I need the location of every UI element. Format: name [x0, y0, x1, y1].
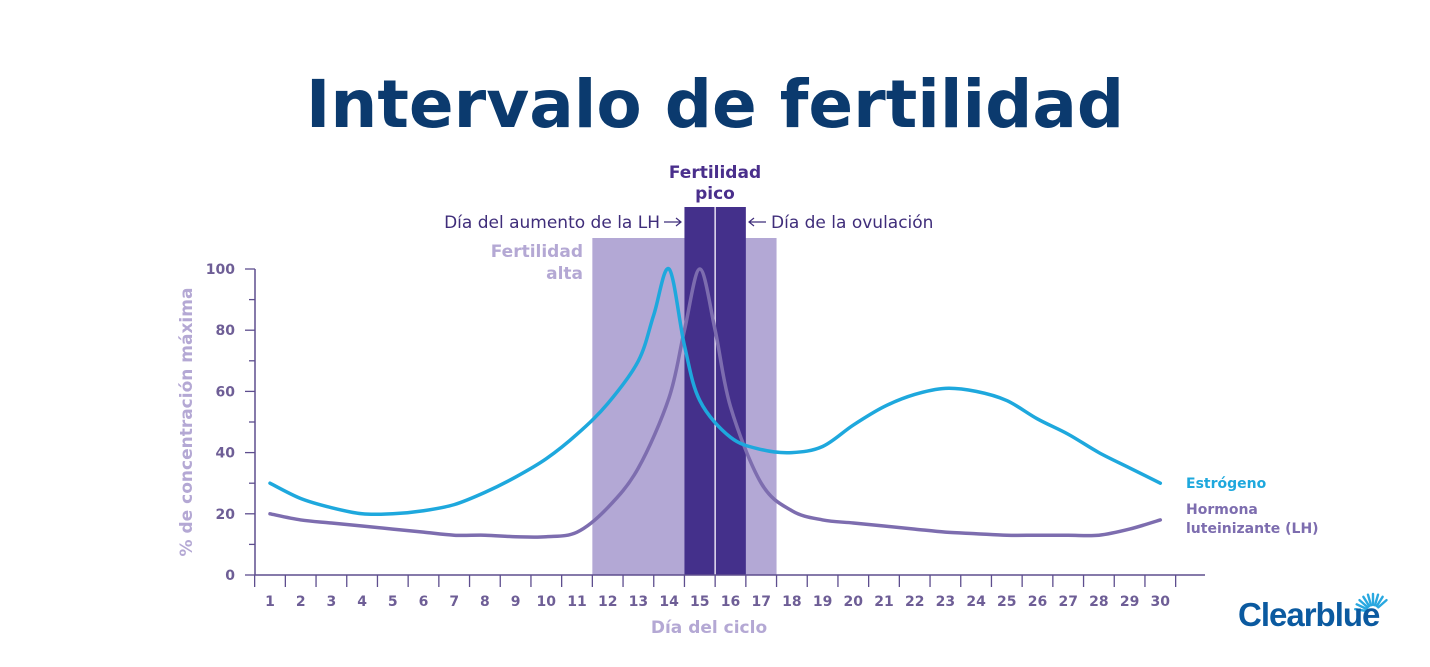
x-tick-label: 1	[265, 594, 275, 610]
clearblue-sunburst-icon	[1354, 592, 1388, 613]
sunburst-ray	[1354, 607, 1368, 613]
x-tick-label: 30	[1151, 594, 1171, 610]
series-label-lh-line2: luteinizante (LH)	[1186, 521, 1319, 537]
x-tick-label: 25	[997, 594, 1016, 610]
high-fertility-label: Fertilidad	[491, 242, 583, 262]
sunburst-ray	[1373, 593, 1380, 607]
x-tick-label: 23	[936, 594, 955, 610]
x-tick-label: 16	[721, 594, 740, 610]
x-tick-label: 19	[813, 594, 832, 610]
x-tick-label: 22	[905, 594, 924, 610]
y-tick-label: 80	[216, 323, 236, 339]
peak-fertility-label-line2: pico	[695, 184, 735, 204]
sunburst-ray	[1377, 598, 1388, 609]
y-tick-label: 0	[225, 568, 235, 584]
lh-surge-annotation: Día del aumento de la LH	[444, 213, 660, 233]
y-tick-label: 100	[206, 262, 235, 278]
x-tick-label: 17	[751, 594, 770, 610]
x-tick-label: 26	[1028, 594, 1047, 610]
ovulation-arrow	[748, 217, 766, 227]
x-tick-label: 2	[296, 594, 306, 610]
lh-surge-arrow	[664, 217, 682, 227]
series-label-lh: Hormona	[1186, 502, 1258, 518]
x-tick-label: 29	[1120, 594, 1139, 610]
sunburst-ray	[1366, 593, 1373, 607]
sunburst-ray	[1362, 595, 1371, 608]
peak-fertility-label: Fertilidad	[669, 163, 761, 183]
x-tick-label: 7	[449, 594, 459, 610]
x-tick-label: 9	[511, 594, 521, 610]
x-tick-label: 13	[629, 594, 648, 610]
x-tick-label: 15	[690, 594, 709, 610]
estrogen-line	[268, 267, 1163, 517]
x-tick-label: 12	[598, 594, 617, 610]
x-tick-label: 24	[966, 594, 986, 610]
chart-title: Intervalo de fertilidad	[305, 66, 1125, 143]
x-tick-label: 28	[1089, 594, 1108, 610]
ovulation-annotation: Día de la ovulación	[771, 213, 933, 233]
series-label-estrogen: Estrógeno	[1186, 476, 1267, 492]
x-tick-label: 10	[537, 594, 557, 610]
clearblue-logo: Clearblue	[1238, 596, 1380, 633]
x-tick-label: 27	[1058, 594, 1077, 610]
x-tick-label: 6	[419, 594, 429, 610]
sunburst-ray	[1375, 595, 1384, 608]
x-tick-label: 11	[567, 594, 586, 610]
y-axis-title: % de concentración máxima	[177, 288, 197, 557]
x-tick-label: 8	[480, 594, 490, 610]
sunburst-ray	[1355, 603, 1368, 611]
lh-line	[268, 267, 1163, 539]
x-tick-label: 4	[357, 594, 367, 610]
high-fertility-band	[592, 238, 777, 575]
x-tick-label: 21	[874, 594, 893, 610]
x-tick-label: 3	[327, 594, 337, 610]
x-tick-label: 20	[844, 594, 864, 610]
x-tick-label: 18	[782, 594, 801, 610]
y-tick-label: 60	[216, 384, 236, 400]
y-tick-label: 40	[216, 446, 236, 462]
sunburst-ray	[1358, 598, 1369, 609]
y-tick-label: 20	[216, 507, 236, 523]
x-tick-label: 14	[659, 594, 679, 610]
high-fertility-label-line2: alta	[546, 264, 583, 284]
x-axis-title: Día del ciclo	[651, 618, 767, 638]
x-tick-label: 5	[388, 594, 398, 610]
